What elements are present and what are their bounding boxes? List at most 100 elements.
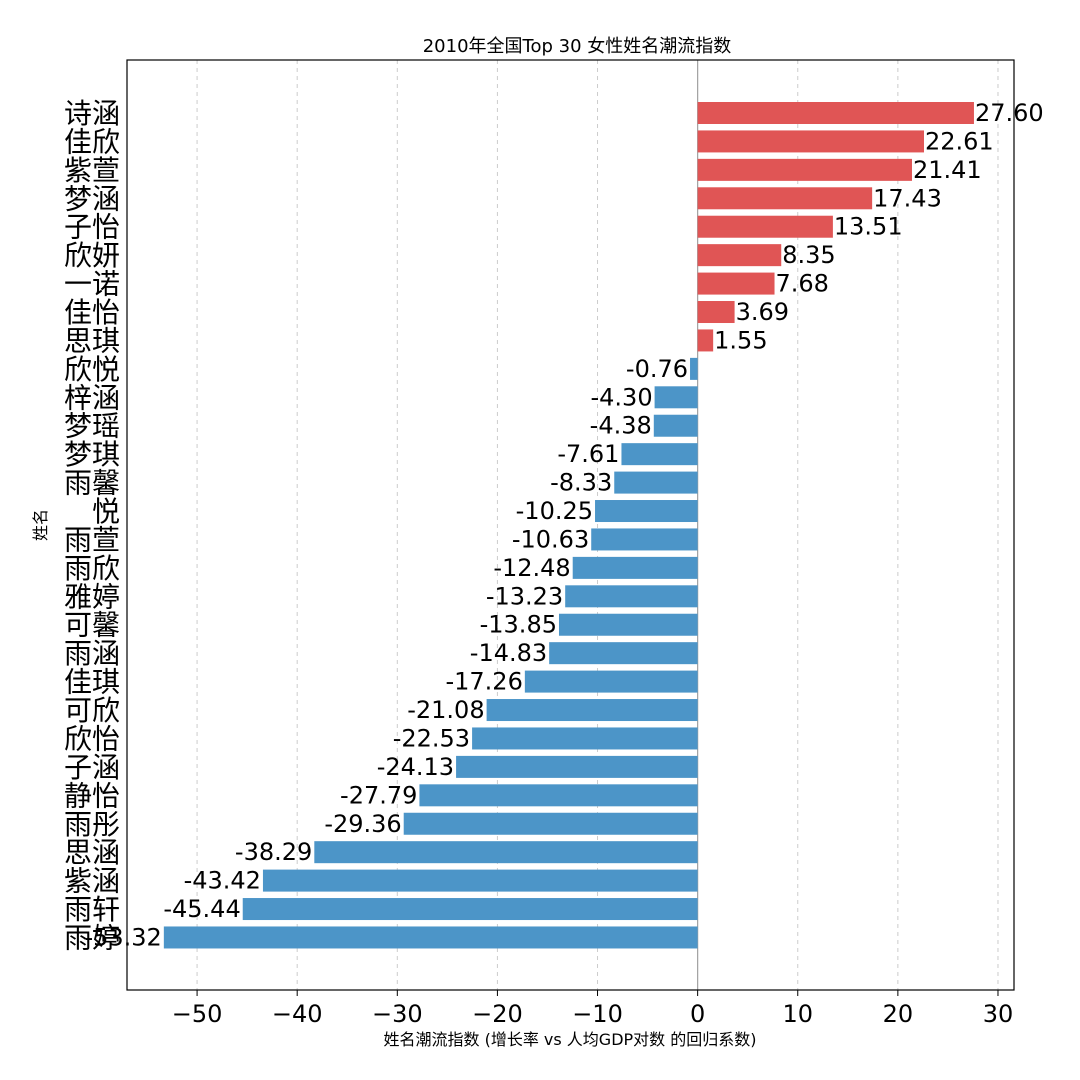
value-label: 21.41 <box>913 156 982 184</box>
bar <box>697 158 912 181</box>
chart-title: 2010年全国Top 30 女性姓名潮流指数 <box>423 36 732 57</box>
value-label: -4.30 <box>590 383 652 411</box>
value-label: -7.61 <box>557 440 619 468</box>
value-label: -29.36 <box>324 810 401 838</box>
category-label: 可欣 <box>64 694 120 727</box>
value-label: 3.69 <box>736 298 789 326</box>
category-label: 梓涵 <box>64 381 120 414</box>
category-label: 思琪 <box>64 324 120 357</box>
bar <box>262 869 698 892</box>
grid-lines <box>196 60 999 990</box>
bar <box>614 471 698 494</box>
category-label: 子怡 <box>64 211 120 244</box>
bar <box>558 613 698 636</box>
x-axis-label: 姓名潮流指数 (增长率 vs 人均GDP对数 的回归系数) <box>383 1030 756 1049</box>
category-label: 欣妍 <box>64 239 120 272</box>
category-label: 紫涵 <box>64 865 120 898</box>
value-label: -22.53 <box>393 724 470 752</box>
bar <box>549 642 698 665</box>
value-label: -53.32 <box>84 923 161 951</box>
value-label: -17.26 <box>445 668 522 696</box>
value-label: 17.43 <box>873 184 942 212</box>
category-label: 可馨 <box>64 609 120 642</box>
x-tick-label: −40 <box>272 1000 323 1028</box>
category-label: 佳欣 <box>64 125 120 158</box>
category-label: 雅婷 <box>64 580 120 613</box>
bar <box>565 585 698 608</box>
value-label: -4.38 <box>590 412 652 440</box>
value-label: -10.25 <box>516 497 593 525</box>
category-label: 梦瑶 <box>64 410 120 443</box>
bar <box>456 755 698 778</box>
bar <box>403 812 698 835</box>
bar <box>314 841 698 864</box>
x-tick-label: 0 <box>690 1000 705 1028</box>
bar <box>572 556 698 579</box>
category-label: 佳琪 <box>64 666 120 699</box>
bar <box>486 699 698 722</box>
value-label: 27.60 <box>975 99 1044 127</box>
category-label: 静怡 <box>64 779 120 812</box>
value-label: 22.61 <box>925 127 994 155</box>
category-label: 雨彤 <box>64 808 120 841</box>
category-label: 一诺 <box>64 268 120 301</box>
x-tick-label: −10 <box>572 1000 623 1028</box>
bar <box>595 500 698 523</box>
bar <box>163 926 698 949</box>
bar <box>697 244 782 267</box>
category-label: 雨馨 <box>64 467 120 500</box>
bar <box>697 102 974 124</box>
y-axis-label: 姓名 <box>31 509 50 541</box>
value-label: -45.44 <box>163 895 240 923</box>
bar <box>591 528 698 551</box>
value-label: -0.76 <box>626 355 688 383</box>
x-tick-label: −30 <box>372 1000 423 1028</box>
category-label: 悦 <box>92 495 120 528</box>
category-label: 欣悦 <box>64 353 120 386</box>
category-label: 诗涵 <box>64 97 120 130</box>
category-label: 子涵 <box>64 751 120 784</box>
value-label: -10.63 <box>512 525 589 553</box>
bar <box>697 130 924 153</box>
value-label: -12.48 <box>493 554 570 582</box>
category-label: 雨萱 <box>64 523 120 556</box>
value-label: 1.55 <box>714 326 767 354</box>
bar <box>472 727 698 750</box>
bar <box>690 357 698 380</box>
value-label: -13.85 <box>480 611 557 639</box>
bar <box>697 215 833 238</box>
bars <box>163 102 974 949</box>
bar <box>242 898 698 921</box>
bar <box>653 414 698 437</box>
bar <box>524 670 698 693</box>
value-label: 13.51 <box>834 213 903 241</box>
value-label: -43.42 <box>184 867 261 895</box>
category-label: 梦涵 <box>64 182 120 215</box>
value-label: 8.35 <box>782 241 835 269</box>
x-tick-label: −20 <box>472 1000 523 1028</box>
x-ticks: −50 −40 −30 −20 −10 0 10 20 30 <box>172 990 1014 1028</box>
bar <box>697 329 714 352</box>
value-label: -24.13 <box>377 753 454 781</box>
x-tick-label: 20 <box>883 1000 914 1028</box>
value-label: -21.08 <box>407 696 484 724</box>
category-label: 雨轩 <box>64 893 120 926</box>
bar <box>697 301 735 324</box>
category-label: 紫萱 <box>64 154 120 187</box>
plot-frame <box>126 59 1015 991</box>
x-tick-label: 10 <box>782 1000 813 1028</box>
bar <box>419 784 698 807</box>
category-label: 佳怡 <box>64 296 120 329</box>
value-labels: 27.6022.6121.4117.4313.518.357.683.691.5… <box>84 99 1043 951</box>
value-label: -38.29 <box>235 838 312 866</box>
x-tick-label: −50 <box>172 1000 223 1028</box>
value-label: -8.33 <box>550 469 612 497</box>
x-tick-label: 30 <box>983 1000 1014 1028</box>
bar <box>697 272 775 295</box>
category-label: 思涵 <box>64 836 120 869</box>
value-label: -13.23 <box>486 582 563 610</box>
value-label: -14.83 <box>470 639 547 667</box>
category-label: 雨涵 <box>64 637 120 670</box>
category-label: 雨婷 <box>64 921 120 954</box>
